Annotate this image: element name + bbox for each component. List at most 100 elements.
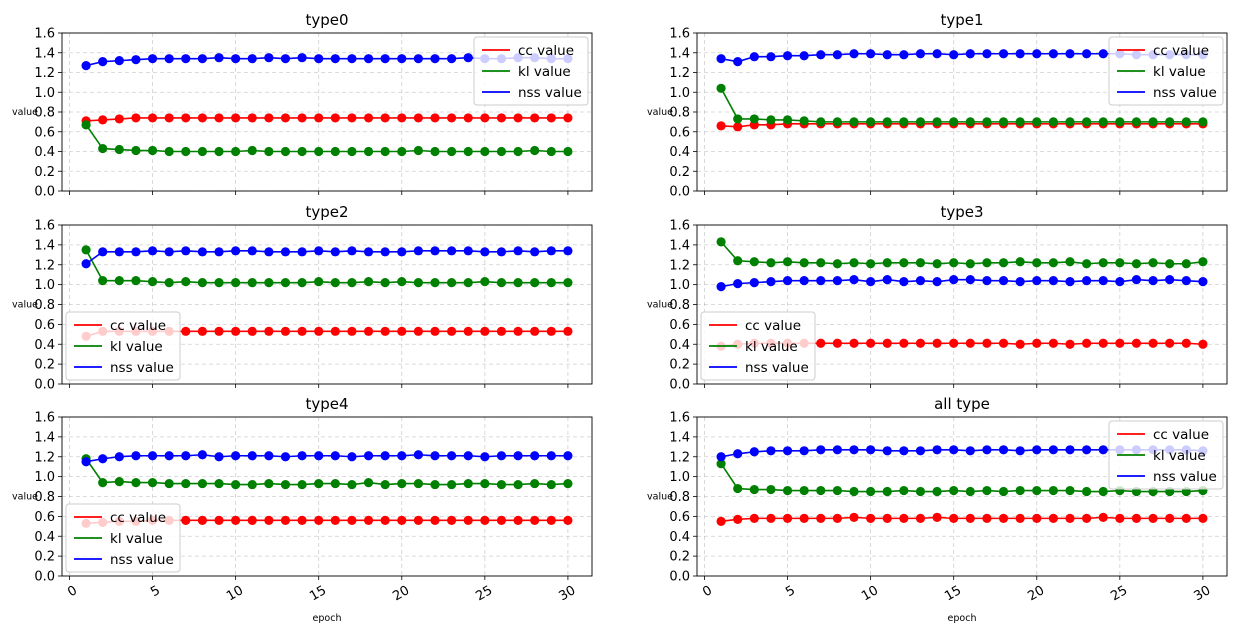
- x-tick-label: 20: [390, 583, 412, 604]
- data-point: [1115, 277, 1125, 287]
- data-point: [1098, 258, 1108, 268]
- data-point: [1098, 117, 1108, 127]
- legend: cc value kl value nss value: [700, 311, 816, 381]
- data-point: [330, 515, 340, 525]
- data-point: [1065, 277, 1075, 287]
- y-tick-label: 0.4: [34, 530, 55, 545]
- data-point: [513, 451, 523, 461]
- axes-frame: [61, 416, 593, 577]
- data-point: [1198, 277, 1208, 287]
- data-point: [413, 515, 423, 525]
- data-point: [965, 446, 975, 456]
- data-point: [114, 476, 124, 487]
- data-point: [949, 275, 959, 285]
- data-point: [716, 459, 726, 469]
- legend-entry: kl value: [110, 531, 163, 547]
- legend-box: [700, 311, 816, 381]
- x-tick-label: 15: [307, 583, 329, 604]
- data-point: [1181, 259, 1191, 269]
- data-point: [899, 117, 909, 127]
- data-point: [214, 146, 224, 157]
- data-point: [496, 113, 507, 123]
- data-point: [297, 247, 307, 257]
- data-point: [816, 513, 826, 523]
- data-point: [330, 247, 340, 257]
- data-point: [214, 515, 224, 525]
- y-tick-label: 0.0: [669, 570, 690, 585]
- x-tick-label: 25: [473, 583, 495, 604]
- data-point: [882, 50, 892, 60]
- x-tick-label: 5: [783, 583, 798, 600]
- data-point: [965, 486, 975, 497]
- data-point: [98, 276, 108, 286]
- data-point: [264, 278, 274, 288]
- subplot-5: type4 0.0 0.2 0.4 0.6 0.8 1.0 1.2 1.4 1.6 0 5 10 15 20…: [12, 395, 593, 624]
- data-point: [363, 247, 374, 257]
- data-point: [98, 143, 108, 154]
- data-point: [496, 451, 507, 461]
- data-point: [231, 146, 241, 157]
- data-point: [733, 483, 743, 494]
- data-point: [380, 326, 390, 336]
- data-point: [749, 278, 759, 288]
- data-point: [563, 278, 573, 288]
- data-point: [733, 122, 743, 132]
- data-point: [413, 145, 423, 156]
- data-point: [197, 146, 207, 157]
- data-point: [1082, 338, 1092, 348]
- data-point: [563, 146, 573, 157]
- data-point: [799, 258, 809, 268]
- y-tick-label: 0.8: [669, 490, 690, 505]
- data-point: [998, 276, 1009, 286]
- data-point: [231, 451, 241, 461]
- data-point: [114, 452, 124, 462]
- data-point: [949, 117, 959, 127]
- data-point: [463, 53, 473, 63]
- series-nss-value: [81, 246, 573, 269]
- data-point: [530, 451, 540, 461]
- data-point: [363, 113, 374, 123]
- y-tick-label: 1.0: [34, 278, 55, 293]
- legend-entry: nss value: [745, 360, 809, 376]
- data-point: [347, 113, 357, 123]
- data-point: [982, 276, 992, 286]
- data-point: [782, 257, 793, 267]
- data-point: [1032, 445, 1042, 455]
- data-point: [147, 451, 158, 461]
- x-tick-label: 0: [65, 583, 80, 600]
- data-point: [530, 478, 540, 489]
- data-point: [1015, 117, 1025, 127]
- data-point: [949, 445, 959, 455]
- data-point: [1082, 117, 1092, 127]
- data-point: [231, 326, 241, 336]
- data-point: [832, 117, 842, 127]
- data-point: [297, 113, 307, 123]
- data-point: [430, 146, 440, 157]
- legend-entry: nss value: [1153, 469, 1217, 485]
- y-tick-label: 1.2: [34, 258, 55, 273]
- data-point: [513, 479, 523, 490]
- data-point: [430, 479, 440, 490]
- data-point: [982, 258, 992, 268]
- data-point: [1032, 485, 1042, 496]
- data-point: [430, 326, 440, 336]
- data-point: [1032, 513, 1042, 523]
- data-point: [1131, 259, 1142, 269]
- data-point: [949, 258, 959, 268]
- data-point: [98, 57, 108, 67]
- y-tick-label: 1.6: [669, 411, 690, 426]
- data-point: [546, 146, 556, 157]
- series-line: [721, 123, 1203, 128]
- y-tick-label: 0.2: [34, 165, 55, 180]
- data-point: [849, 338, 859, 348]
- data-point: [832, 338, 842, 348]
- data-point: [782, 485, 793, 496]
- y-tick-label: 1.2: [669, 258, 690, 273]
- data-point: [447, 54, 457, 64]
- subplot-2: type1 0.0 0.2 0.4 0.6 0.8 1.0 1.2 1.4 1.6 value cc …: [647, 11, 1228, 200]
- data-point: [214, 278, 224, 288]
- data-point: [716, 237, 726, 247]
- data-point: [513, 515, 523, 525]
- data-point: [530, 515, 540, 525]
- legend-entry: nss value: [1153, 85, 1217, 101]
